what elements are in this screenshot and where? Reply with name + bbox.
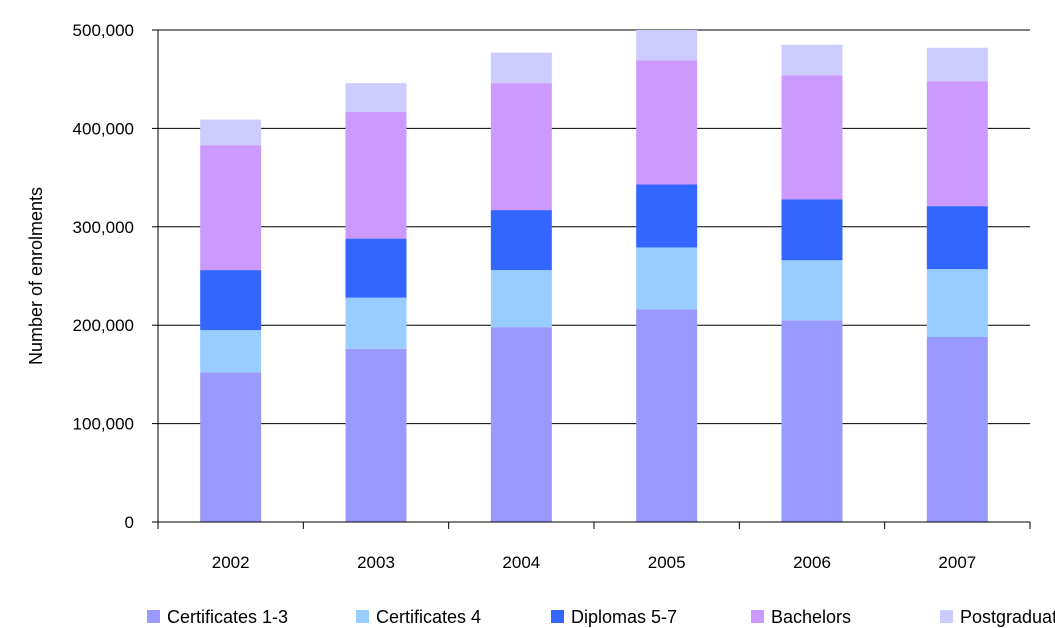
bar-2002-certificates-4 [200, 330, 262, 373]
legend-swatch-bachelors [751, 610, 764, 623]
legend-swatch-postgraduate [940, 610, 953, 623]
bar-2005-postgraduate [636, 30, 698, 61]
bar-2002-bachelors [200, 145, 262, 271]
bar-2002-diplomas-5-7 [200, 270, 262, 331]
bar-2005-bachelors [636, 60, 698, 185]
axes [152, 29, 1031, 529]
bar-2002-certificates-1-3 [200, 372, 262, 522]
bars [200, 30, 988, 522]
legend-label-certificates-1-3: Certificates 1-3 [167, 607, 288, 627]
legend-swatch-certificates-1-3 [147, 610, 160, 623]
bar-2006-certificates-4 [781, 260, 843, 321]
bar-2003-certificates-4 [345, 297, 407, 349]
x-tick-label-2006: 2006 [793, 553, 831, 572]
y-tick-label-5: 500,000 [73, 21, 134, 40]
bar-2003-diplomas-5-7 [345, 238, 407, 298]
y-tick-label-4: 400,000 [73, 119, 134, 138]
bar-2003-bachelors [345, 111, 407, 239]
y-tick-label-3: 300,000 [73, 218, 134, 237]
x-tick-labels: 2002 2003 2004 2005 2006 2007 [212, 553, 976, 572]
x-tick-label-2007: 2007 [938, 553, 976, 572]
bar-2004-diplomas-5-7 [490, 210, 552, 271]
legend-label-diplomas-5-7: Diplomas 5-7 [571, 607, 677, 627]
bar-2007-postgraduate [926, 47, 988, 82]
gridlines [158, 29, 1030, 425]
bar-2003-certificates-1-3 [345, 348, 407, 522]
bar-2004-postgraduate [490, 52, 552, 84]
x-tick-label-2005: 2005 [648, 553, 686, 572]
x-tick-label-2004: 2004 [502, 553, 540, 572]
bar-2007-certificates-4 [926, 269, 988, 338]
x-tick-label-2003: 2003 [357, 553, 395, 572]
legend-swatch-diplomas-5-7 [551, 610, 564, 623]
bar-2007-diplomas-5-7 [926, 206, 988, 270]
bar-2004-bachelors [490, 83, 552, 211]
bar-2002-postgraduate [200, 119, 262, 146]
y-tick-label-0: 0 [125, 513, 134, 532]
legend-label-certificates-4: Certificates 4 [376, 607, 481, 627]
legend-label-bachelors: Bachelors [771, 607, 851, 627]
bar-2005-diplomas-5-7 [636, 184, 698, 248]
bar-2005-certificates-1-3 [636, 309, 698, 522]
y-tick-labels: 0 100,000 200,000 300,000 400,000 500,000 [73, 21, 134, 532]
legend: Certificates 1-3 Certificates 4 Diplomas 5… [147, 607, 1055, 627]
y-axis-title: Number of enrolments [26, 187, 46, 365]
bar-2004-certificates-1-3 [490, 327, 552, 522]
bar-2007-bachelors [926, 81, 988, 207]
bar-2007-certificates-1-3 [926, 337, 988, 522]
bar-2005-certificates-4 [636, 247, 698, 310]
bar-2006-diplomas-5-7 [781, 199, 843, 261]
x-tick-label-2002: 2002 [212, 553, 250, 572]
bar-2004-certificates-4 [490, 270, 552, 328]
bar-2003-postgraduate [345, 83, 407, 112]
legend-swatch-certificates-4 [356, 610, 369, 623]
y-tick-label-2: 200,000 [73, 316, 134, 335]
y-tick-label-1: 100,000 [73, 415, 134, 434]
legend-label-postgraduate: Postgraduate [960, 607, 1055, 627]
bar-2006-bachelors [781, 75, 843, 200]
bar-2006-certificates-1-3 [781, 320, 843, 522]
bar-2006-postgraduate [781, 44, 843, 76]
